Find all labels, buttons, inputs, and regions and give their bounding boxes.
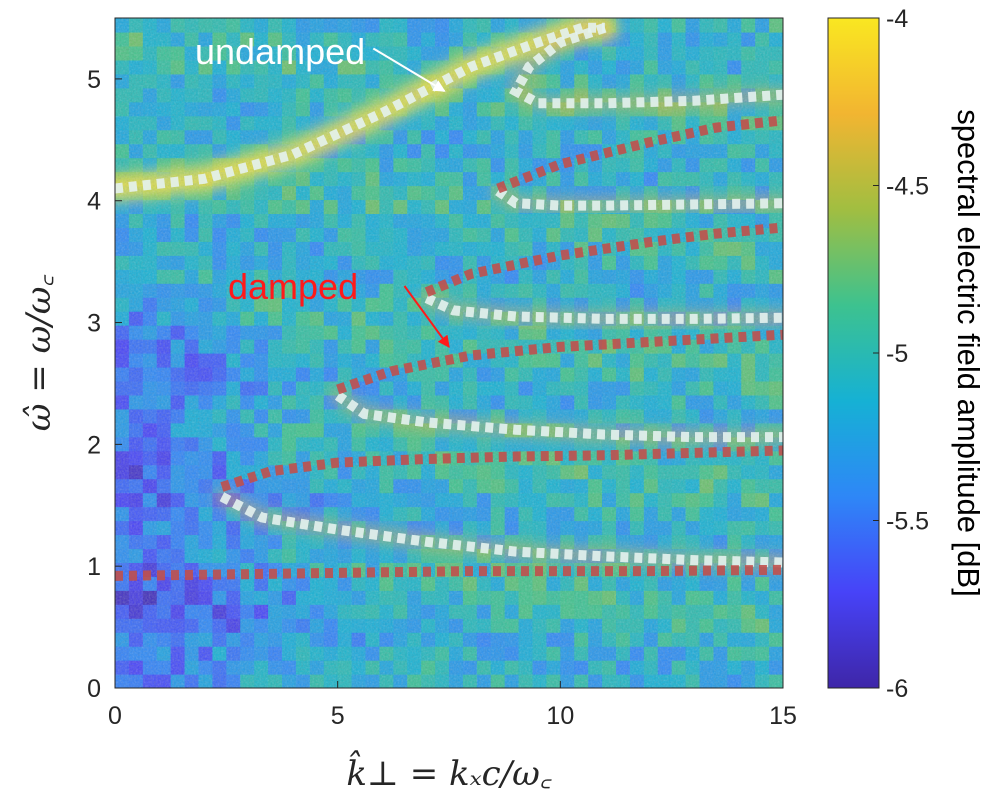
x-tick-label: 10 xyxy=(546,702,574,730)
x-tick-label: 15 xyxy=(769,702,797,730)
colorbar-tick-label: -6 xyxy=(886,675,908,703)
damped-branch xyxy=(424,222,783,297)
colorbar-tick-label: -4 xyxy=(886,5,908,33)
damped-branch xyxy=(496,115,783,194)
y-tick-label: 2 xyxy=(87,431,101,459)
undamped-branch xyxy=(509,22,783,109)
damped-branch xyxy=(336,329,783,395)
annotation-arrow xyxy=(372,47,446,92)
annotation-label: undamped xyxy=(195,31,365,72)
undamped-branch xyxy=(115,22,605,194)
annotations: undamped damped xyxy=(195,31,450,348)
x-tick-label: 5 xyxy=(331,702,345,730)
colorbar-tick-label: -4.5 xyxy=(886,173,929,201)
heatmap-noise xyxy=(115,18,783,688)
colorbar-tick-label: -5.5 xyxy=(886,508,929,536)
y-axis: 0 1 2 3 4 5 xyxy=(87,66,122,703)
undamped-branch xyxy=(495,186,783,211)
damped-branch xyxy=(115,564,783,581)
annotation-damped: damped xyxy=(228,266,450,348)
colorbar-label: spectral electric field amplitude [dB] xyxy=(951,109,986,597)
y-axis-label: ω̂ = ω/ω꜀ xyxy=(19,275,59,432)
y-tick-label: 1 xyxy=(87,553,101,581)
annotation-arrow xyxy=(403,285,450,348)
y-tick-label: 4 xyxy=(87,188,101,216)
undamped-series xyxy=(115,22,783,568)
heatmap-panel xyxy=(114,17,784,689)
y-tick-label: 3 xyxy=(87,310,101,338)
annotation-undamped: undamped xyxy=(195,31,446,92)
x-axis-label: k̂⊥ = kₓc/ω꜀ xyxy=(346,751,552,794)
plot-frame xyxy=(114,17,784,689)
colorbar-gradient xyxy=(827,17,880,689)
y-tick-label: 5 xyxy=(87,66,101,94)
undamped-branch xyxy=(219,492,783,568)
undamped-branch xyxy=(334,391,783,443)
damped-series xyxy=(115,115,783,581)
x-axis: 0 5 10 15 xyxy=(108,681,797,730)
dispersion-series xyxy=(115,22,783,581)
x-tick-label: 0 xyxy=(108,702,122,730)
colorbar-tick-label: -5 xyxy=(886,340,908,368)
damped-branch xyxy=(220,445,783,492)
y-tick-label: 0 xyxy=(87,675,101,703)
undamped-branch xyxy=(424,293,783,324)
annotation-label: damped xyxy=(228,266,358,307)
colorbar: -4 -4.5 -5 -5.5 -6 spectral electric field a… xyxy=(827,5,986,703)
colorbar-ticks: -4 -4.5 -5 -5.5 -6 xyxy=(873,5,929,703)
